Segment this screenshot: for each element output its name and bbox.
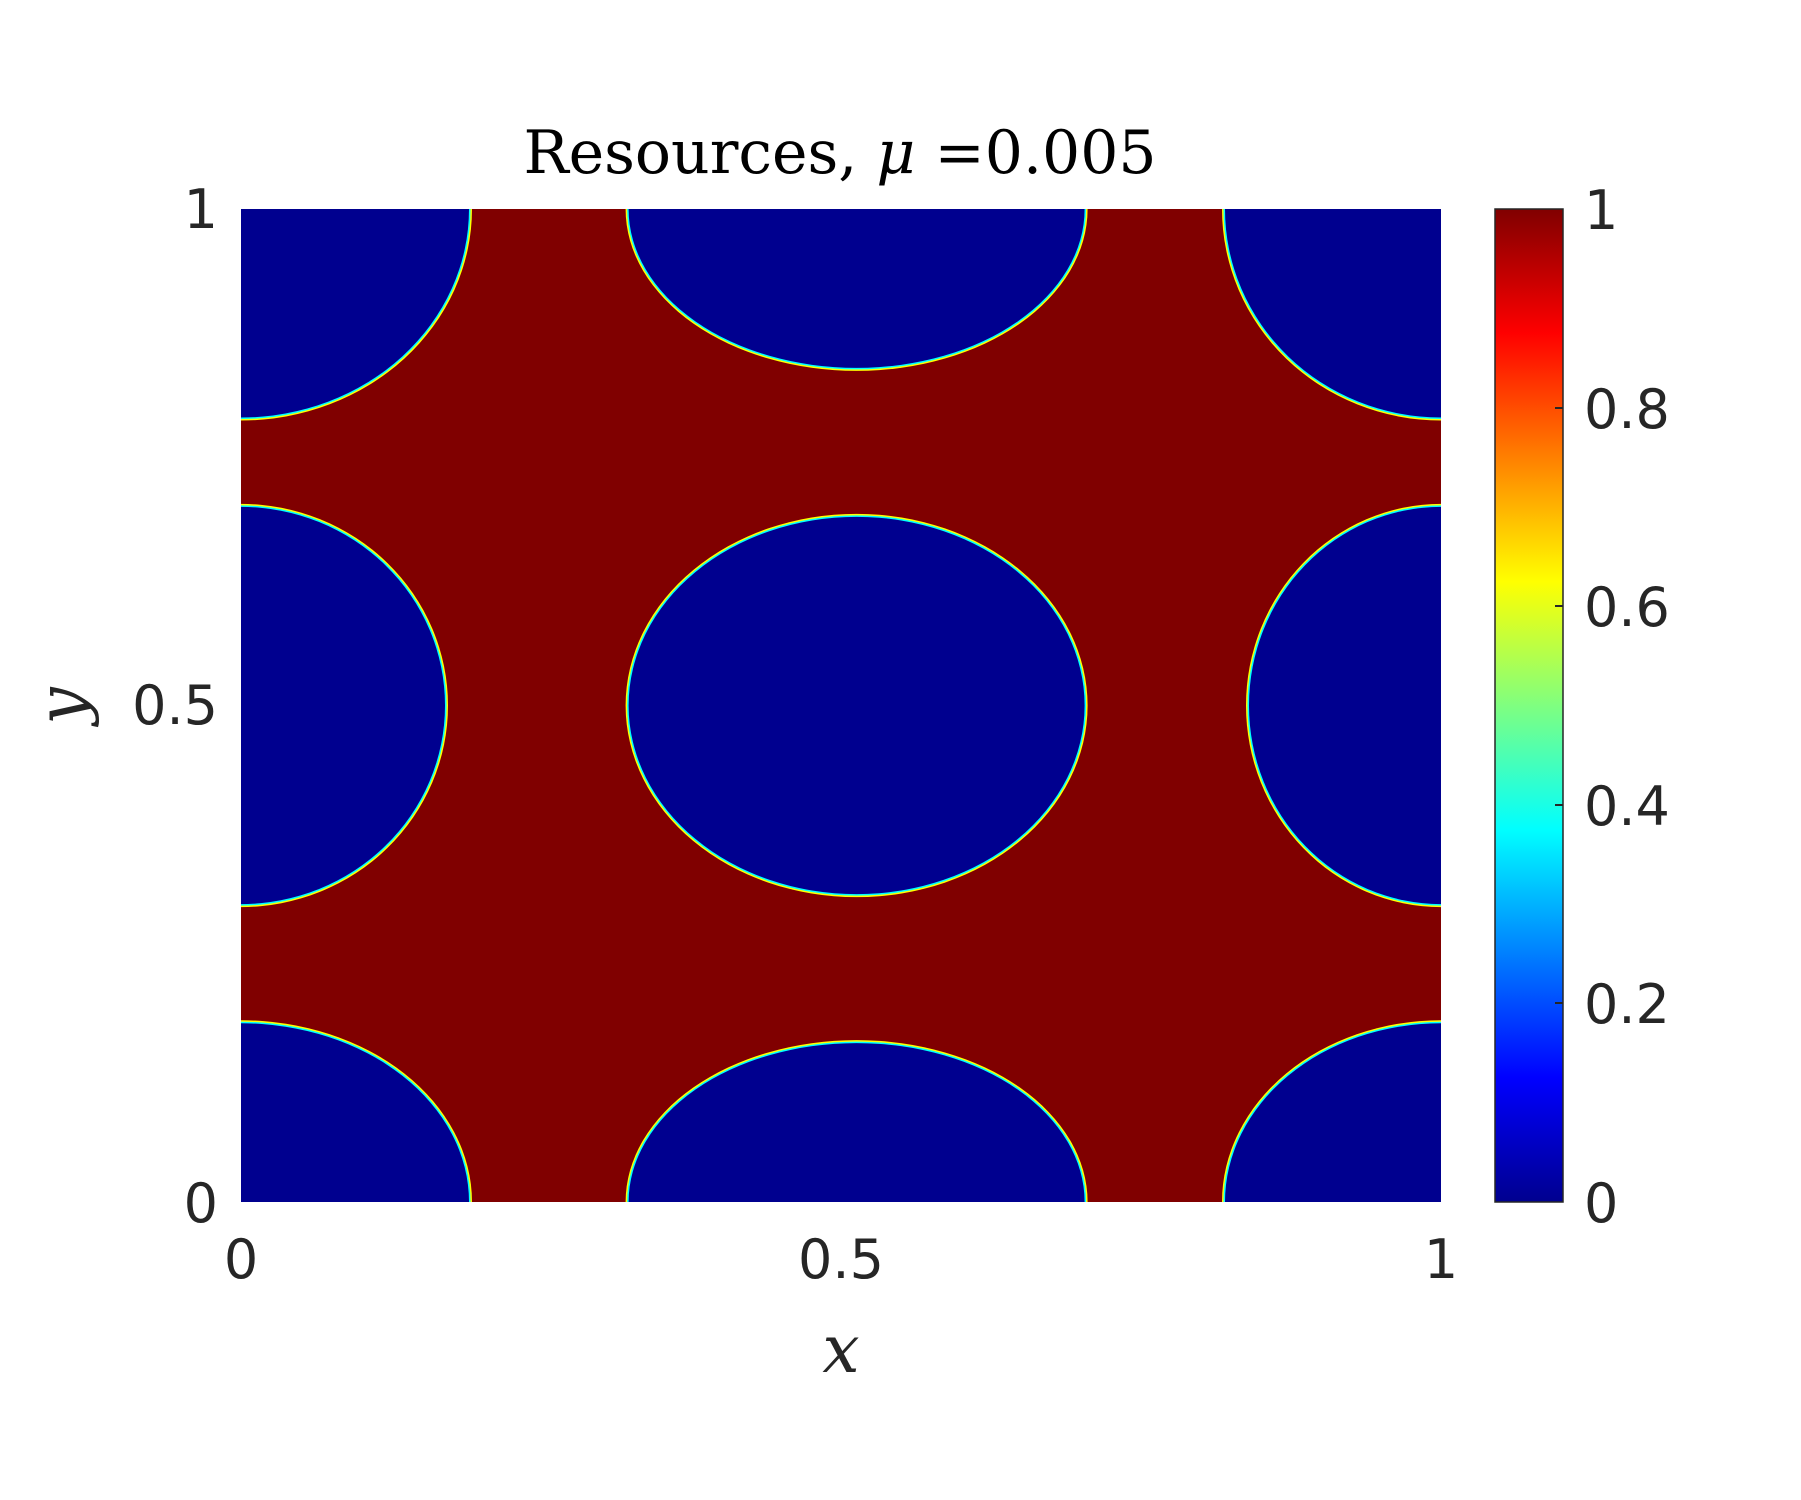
- colorbar-gradient: [1494, 208, 1564, 1203]
- y-tick-label-2: 1: [184, 178, 218, 241]
- heatmap-patches: [241, 209, 1441, 1202]
- patch-value-0-2: [1249, 506, 1441, 905]
- patch-value-0-0: [628, 516, 1085, 895]
- colorbar-tick-label-4: 0.8: [1584, 378, 1670, 441]
- colorbar-tick-label-0: 0: [1584, 1172, 1618, 1235]
- x-axis-label: x: [822, 1311, 859, 1388]
- chart-title-prefix: Resources,: [523, 118, 876, 188]
- y-tick-label-0: 0: [184, 1172, 218, 1235]
- patch-value-0-5: [241, 209, 469, 418]
- chart-title-suffix: =0.005: [915, 118, 1156, 188]
- y-tick-label-1: 0.5: [132, 674, 218, 737]
- y-axis-label: y: [23, 687, 100, 728]
- colorbar-ticks: [1555, 407, 1563, 1004]
- patch-value-0-6: [1225, 209, 1441, 418]
- x-tick-label-0: 0: [224, 1228, 258, 1291]
- chart-title: Resources, μ =0.005: [523, 118, 1156, 188]
- chart-title-symbol: μ: [876, 118, 915, 188]
- patch-value-0-4: [628, 1043, 1085, 1202]
- patch-value-0-8: [1225, 1023, 1441, 1202]
- colorbar-tick-label-1: 0.2: [1584, 973, 1670, 1036]
- colorbar: 0 0.2 0.4 0.6 0.8 1: [1494, 179, 1670, 1235]
- patch-value-0-7: [241, 1023, 469, 1202]
- x-tick-label-2: 1: [1424, 1228, 1458, 1291]
- colorbar-tick-label-5: 1: [1584, 179, 1618, 242]
- x-tick-label-1: 0.5: [798, 1228, 884, 1291]
- patch-value-0-1: [241, 506, 445, 905]
- colorbar-tick-label-2: 0.4: [1584, 775, 1670, 838]
- patch-value-0-3: [628, 209, 1085, 368]
- colorbar-tick-label-3: 0.6: [1584, 576, 1670, 639]
- heatmap-plot-area: [241, 209, 1441, 1202]
